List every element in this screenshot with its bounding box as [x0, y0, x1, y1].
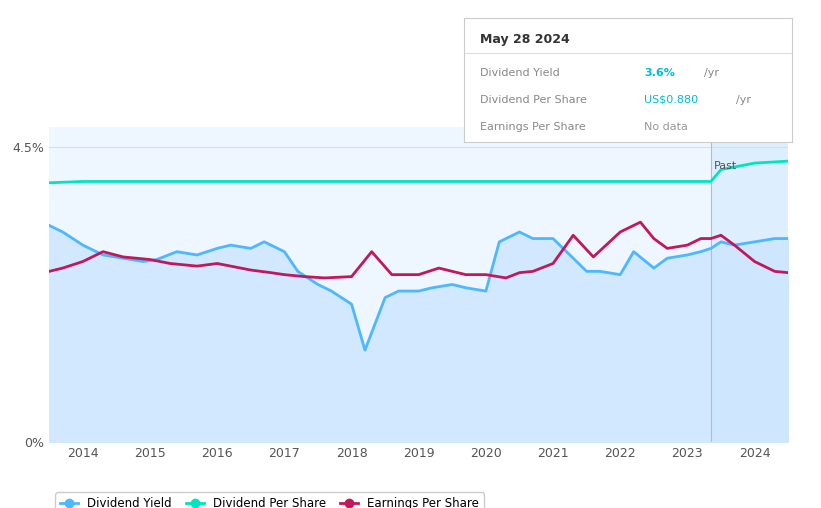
- Legend: Dividend Yield, Dividend Per Share, Earnings Per Share: Dividend Yield, Dividend Per Share, Earn…: [55, 492, 484, 508]
- Text: US$0.880: US$0.880: [644, 95, 699, 105]
- Text: Earnings Per Share: Earnings Per Share: [480, 122, 586, 132]
- Text: No data: No data: [644, 122, 688, 132]
- Text: Dividend Per Share: Dividend Per Share: [480, 95, 587, 105]
- Text: 3.6%: 3.6%: [644, 68, 676, 78]
- Bar: [711, 127, 788, 442]
- Text: Past: Past: [714, 162, 737, 171]
- Bar: [49, 127, 711, 442]
- Text: Dividend Yield: Dividend Yield: [480, 68, 560, 78]
- Text: /yr: /yr: [736, 95, 751, 105]
- Text: May 28 2024: May 28 2024: [480, 33, 570, 46]
- Text: /yr: /yr: [704, 68, 718, 78]
